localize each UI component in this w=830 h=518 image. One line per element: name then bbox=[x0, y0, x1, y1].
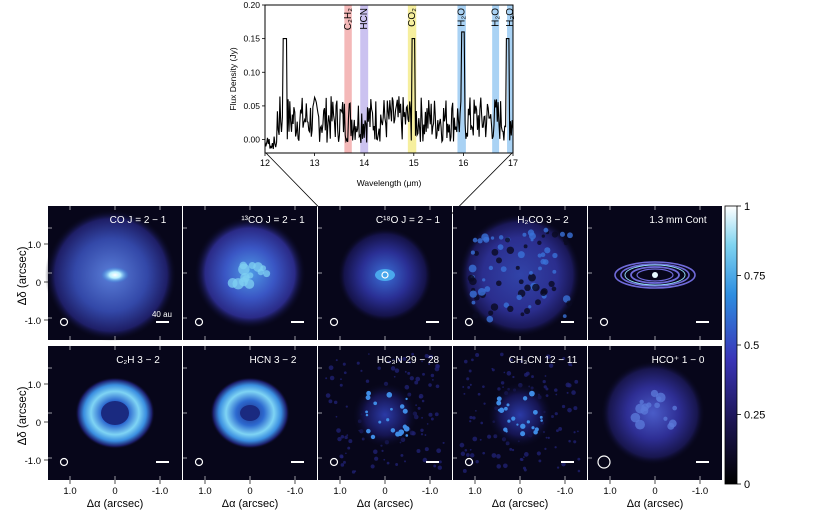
spectrum-xtick-label-0: 12 bbox=[260, 158, 270, 168]
image-panel-h2co: H₂CO 3 − 2 bbox=[453, 206, 587, 340]
image-xlabel: Δα (arcsec) bbox=[357, 498, 414, 510]
image-xlabel: Δα (arcsec) bbox=[627, 498, 684, 510]
spectrum-band-label-3: H₂O bbox=[457, 8, 468, 27]
spectrum-ytick-label-3: 0.15 bbox=[243, 34, 260, 44]
colorbar-tick-label: 0.25 bbox=[744, 410, 765, 422]
spectrum-ytick-label-2: 0.10 bbox=[243, 67, 260, 77]
image-panel-hco: HCO⁺ 1 − 0 bbox=[588, 346, 722, 484]
panel-label: HCN 3 − 2 bbox=[250, 355, 297, 366]
image-ytick-label: 0 bbox=[36, 278, 41, 289]
spectrum-line bbox=[264, 31, 514, 150]
image-ytick-label: 0 bbox=[36, 418, 41, 429]
spectrum-xlabel: Wavelength (μm) bbox=[357, 178, 422, 188]
beam-marker bbox=[464, 457, 474, 467]
colorbar bbox=[724, 205, 738, 485]
spectrum-band-1 bbox=[360, 5, 369, 153]
spectrum-band-4 bbox=[492, 5, 500, 153]
panel-label: CH₃CN 12 − 11 bbox=[509, 355, 578, 366]
image-xtick-label: 0 bbox=[652, 486, 657, 497]
spectrum-frame bbox=[264, 4, 514, 154]
image-panel-cont: 1.3 mm Cont bbox=[588, 206, 722, 340]
image-xtick-label: -1.0 bbox=[152, 486, 168, 497]
image-xtick-label: -1.0 bbox=[692, 486, 708, 497]
image-xlabel: Δα (arcsec) bbox=[87, 498, 144, 510]
panel-label: ¹³CO J = 2 − 1 bbox=[241, 215, 305, 226]
panel-label: 1.3 mm Cont bbox=[649, 215, 706, 226]
spectrum-ytick-label-1: 0.05 bbox=[243, 101, 260, 111]
panel-label: CO J = 2 − 1 bbox=[110, 215, 167, 226]
spectrum-xtick-label-3: 15 bbox=[409, 158, 419, 168]
beam-marker bbox=[464, 317, 474, 327]
image-xtick-label: 1.0 bbox=[198, 486, 211, 497]
image-xtick-label: 0 bbox=[517, 486, 522, 497]
image-xtick-label: 0 bbox=[112, 486, 117, 497]
spectrum-xtick-label-1: 13 bbox=[310, 158, 320, 168]
spectrum-xtick-label-2: 14 bbox=[359, 158, 369, 168]
image-xtick-label: -1.0 bbox=[422, 486, 438, 497]
spectrum-ytick-label-4: 0.20 bbox=[243, 0, 260, 10]
image-xtick-label: -1.0 bbox=[287, 486, 303, 497]
image-panel-ring2: HCN 3 − 2 bbox=[183, 346, 317, 484]
beam-marker bbox=[59, 457, 69, 467]
row1-ylabel: Δδ (arcsec) bbox=[17, 246, 29, 305]
image-ytick-label: 1.0 bbox=[28, 240, 41, 251]
beam-marker bbox=[194, 317, 204, 327]
image-panel-faint: HC₃N 29 − 28 bbox=[318, 346, 452, 484]
colorbar-tick-label: 1 bbox=[744, 201, 750, 213]
beam-marker bbox=[329, 317, 339, 327]
spectrum-band-label-2: CO₂ bbox=[407, 8, 418, 27]
colorbar-tick-label: 0.5 bbox=[744, 340, 759, 352]
image-xlabel: Δα (arcsec) bbox=[222, 498, 279, 510]
image-ytick-label: -1.0 bbox=[25, 316, 41, 327]
beam-marker bbox=[59, 317, 69, 327]
spectrum-plot: C₂H₂ HCN CO₂ H₂O H₂O H₂O 12 13 14 15 16 170.000.05… bbox=[228, 0, 518, 275]
image-ytick-label: -1.0 bbox=[25, 456, 41, 467]
image-xtick-label: 1.0 bbox=[603, 486, 616, 497]
spectrum-band-0 bbox=[344, 5, 352, 153]
spectrum-ylabel: Flux Density (Jy) bbox=[228, 47, 238, 110]
panel-label: C₂H 3 − 2 bbox=[116, 355, 160, 366]
panel-label: C¹⁸O J = 2 − 1 bbox=[376, 215, 441, 226]
image-panel-13co: ¹³CO J = 2 − 1 bbox=[183, 206, 317, 340]
spectrum-band-label-4: H₂O bbox=[491, 8, 502, 27]
panel-label: H₂CO 3 − 2 bbox=[517, 215, 569, 226]
beam-marker bbox=[599, 317, 609, 327]
spectrum-band-label-1: HCN bbox=[359, 8, 370, 30]
image-xtick-label: 0 bbox=[247, 486, 252, 497]
image-ytick-label: 1.0 bbox=[28, 380, 41, 391]
scale-bar-label: 40 au bbox=[152, 310, 172, 319]
spectrum-xtick-label-5: 17 bbox=[508, 158, 518, 168]
beam-marker bbox=[597, 455, 611, 469]
spectrum-band-label-5: H₂O bbox=[505, 8, 516, 27]
image-xlabel: Δα (arcsec) bbox=[492, 498, 549, 510]
colorbar-tick-label: 0 bbox=[744, 479, 750, 491]
spectrum-band-label-0: C₂H₂ bbox=[343, 8, 354, 30]
image-panel-c18o: C¹⁸O J = 2 − 1 bbox=[318, 206, 452, 340]
image-xtick-label: -1.0 bbox=[557, 486, 573, 497]
image-xtick-label: 1.0 bbox=[468, 486, 481, 497]
panel-label: HC₃N 29 − 28 bbox=[377, 355, 440, 366]
image-panel-ring: C₂H 3 − 2 bbox=[48, 346, 182, 484]
spectrum-band-5 bbox=[507, 5, 513, 153]
image-panel-faint2: CH₃CN 12 − 11 bbox=[453, 346, 587, 484]
image-xtick-label: 1.0 bbox=[63, 486, 76, 497]
colorbar-tick-label: 0.75 bbox=[744, 271, 765, 283]
beam-marker bbox=[194, 457, 204, 467]
row2-ylabel: Δδ (arcsec) bbox=[17, 386, 29, 445]
panel-label: HCO⁺ 1 − 0 bbox=[652, 355, 705, 366]
spectrum-xtick-label-4: 16 bbox=[458, 158, 468, 168]
image-panel-co: CO J = 2 − 1 40 au bbox=[45, 206, 182, 341]
beam-marker bbox=[329, 457, 339, 467]
image-xtick-label: 0 bbox=[382, 486, 387, 497]
spectrum-ytick-label-0: 0.00 bbox=[243, 135, 260, 145]
image-xtick-label: 1.0 bbox=[333, 486, 346, 497]
